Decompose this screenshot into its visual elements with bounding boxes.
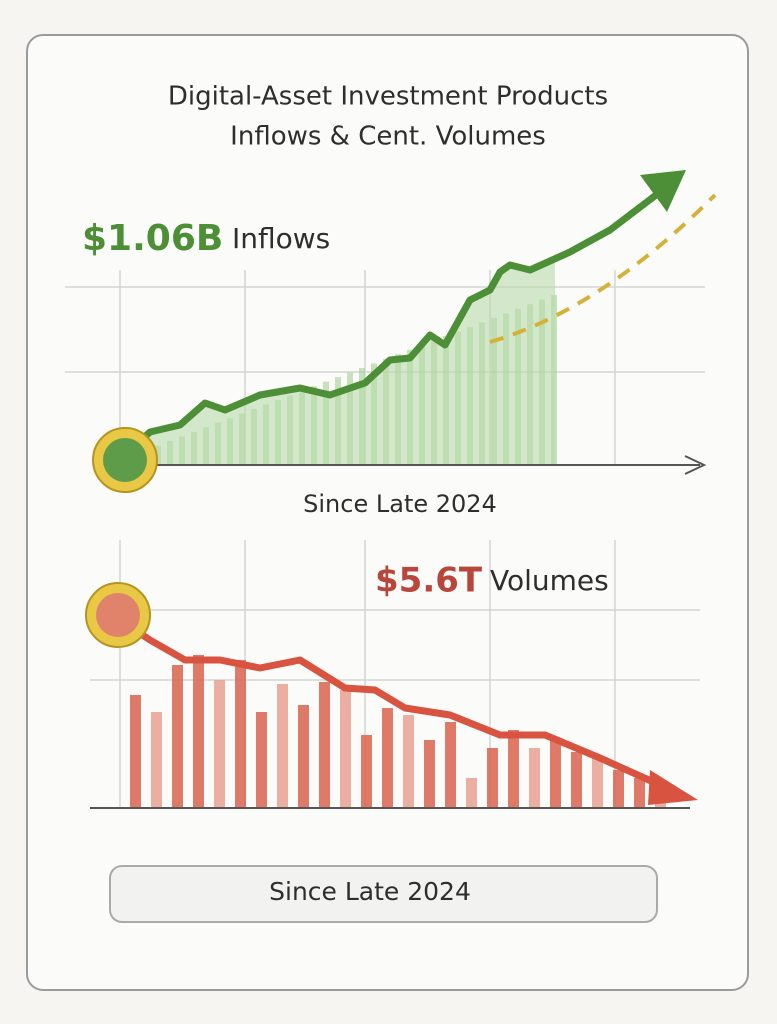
volumes-amount: $5.6T <box>375 561 483 601</box>
decor-bar <box>277 684 288 808</box>
inflows-chart <box>65 170 717 493</box>
decor-bar <box>361 735 372 808</box>
decor-bar <box>508 730 519 808</box>
decor-bar <box>298 705 309 808</box>
volumes-label: Volumes <box>490 564 609 597</box>
volumes-chart <box>85 540 700 809</box>
card <box>26 34 749 991</box>
decor-bar <box>592 758 603 808</box>
decor-bar <box>403 715 414 808</box>
decor-bar <box>529 748 540 808</box>
decor-bar <box>487 748 498 808</box>
volumes-caption: Since Late 2024 <box>269 877 471 906</box>
decor-bar <box>382 708 393 808</box>
decor-bar <box>613 770 624 808</box>
inflows-caption: Since Late 2024 <box>303 490 497 518</box>
decor-bar <box>571 752 582 808</box>
decor-bar <box>151 712 162 808</box>
decor-bar <box>445 722 456 808</box>
decor-bar <box>424 740 435 808</box>
decor-bar <box>130 695 141 808</box>
decor-bar <box>256 712 267 808</box>
decor-bar <box>550 738 561 808</box>
decor-bar <box>214 680 225 808</box>
decor-bar <box>340 690 351 808</box>
decor-bar <box>319 682 330 808</box>
title: Digital-Asset Investment Products <box>168 82 608 112</box>
decor-bar <box>193 655 204 808</box>
caption-box <box>109 865 658 923</box>
decor-bar <box>235 660 246 808</box>
inflows-amount: $1.06B <box>82 218 223 259</box>
decor-bar <box>172 665 183 808</box>
title: Inflows & Cent. Volumes <box>230 122 546 152</box>
inflows-label: Inflows <box>232 222 330 255</box>
decor-bar <box>634 778 645 808</box>
decor-bar <box>466 778 477 808</box>
